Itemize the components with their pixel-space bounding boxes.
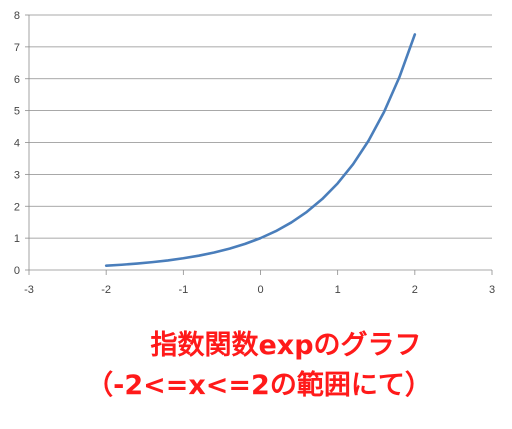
grid	[29, 14, 492, 239]
chart-svg: 0 1 2 3 4 5 6 7 8 -3 -2 -1 0 1 2 3	[14, 10, 495, 296]
x-tick-label-4: 1	[335, 284, 341, 296]
chart: 0 1 2 3 4 5 6 7 8 -3 -2 -1 0 1 2 3	[14, 10, 495, 296]
x-tick-label-2: -1	[178, 284, 188, 296]
y-tick-label-5: 5	[14, 106, 20, 118]
y-tick-label-8: 8	[14, 10, 20, 22]
y-tick-label-3: 3	[14, 169, 20, 181]
series-layer	[104, 33, 417, 268]
caption: 指数関数expのグラフ （-2<=x<=2の範囲にて）	[0, 326, 512, 406]
caption-range: （-2<=x<=2の範囲にて）	[86, 370, 432, 401]
y-tick-label-7: 7	[14, 42, 20, 54]
x-tick-label-5: 2	[412, 284, 418, 296]
y-tick-label-4: 4	[14, 138, 20, 150]
x-tick-label-1: -2	[101, 284, 111, 296]
y-tick-label-6: 6	[14, 74, 20, 86]
tick-labels: 0 1 2 3 4 5 6 7 8 -3 -2 -1 0 1 2 3	[14, 10, 495, 296]
caption-title: 指数関数expのグラフ	[150, 330, 422, 361]
x-tick-label-0: -3	[24, 284, 34, 296]
y-tick-label-2: 2	[14, 201, 20, 213]
x-tick-label-6: 3	[489, 284, 495, 296]
y-tick-label-1: 1	[14, 233, 20, 245]
axes	[25, 14, 493, 275]
y-tick-label-0: 0	[14, 265, 20, 277]
x-tick-label-3: 0	[257, 284, 263, 296]
series-line-0	[104, 33, 417, 268]
